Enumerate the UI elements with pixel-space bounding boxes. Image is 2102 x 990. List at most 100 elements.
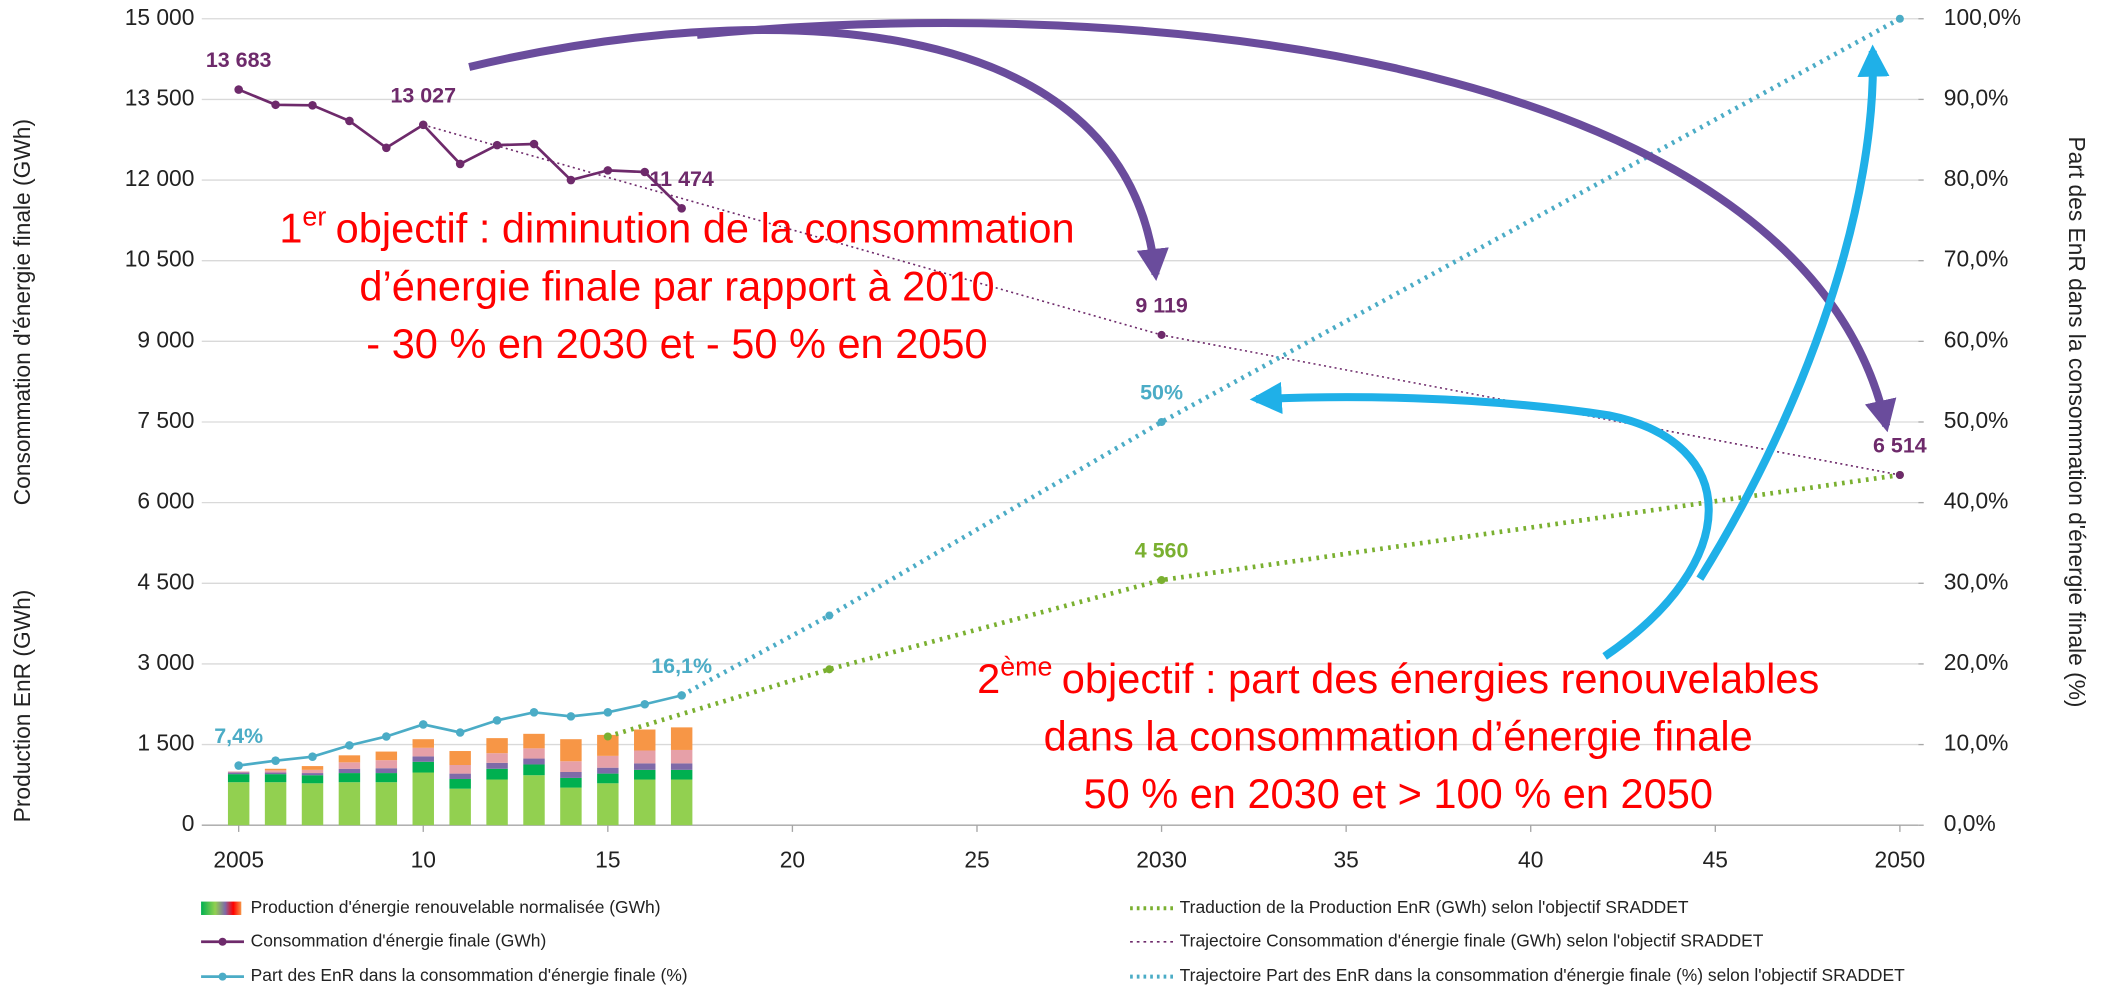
bar-segment [523, 758, 545, 765]
bar-segment [560, 787, 582, 826]
y2-tick-label: 90,0% [1944, 84, 2009, 110]
bar-segment [560, 771, 582, 778]
bar-segment [227, 782, 250, 826]
annotation-number: 1 [279, 205, 302, 252]
point [419, 120, 428, 129]
annotation-text: dans la consommation d’énergie finale [1044, 712, 1753, 759]
x-tick-label: 15 [595, 846, 620, 872]
bar-segment [412, 761, 434, 773]
y2-tick-label: 80,0% [1944, 165, 2009, 191]
bar-segment [301, 766, 324, 770]
point [566, 175, 576, 185]
y-tick-label: 15 000 [125, 4, 195, 30]
bar-segment [449, 765, 471, 774]
y2-tick-label: 10,0% [1944, 730, 2009, 756]
point [825, 611, 834, 620]
point [640, 167, 650, 177]
point [455, 728, 465, 737]
data-label: 4 560 [1135, 539, 1189, 563]
annotation-superscript: ème [1000, 652, 1052, 682]
bar-segment [412, 756, 434, 762]
bar-segment [264, 770, 287, 773]
bar-segment [338, 755, 361, 763]
annotation-text: d’énergie finale par rapport à 2010 [359, 262, 994, 309]
bar-segment [264, 782, 287, 826]
bar-segment [449, 778, 471, 789]
y2-tick-label: 0,0% [1944, 810, 1996, 836]
annotation-text: 2ème objectif : part des énergies renouve… [977, 652, 1819, 702]
bar-segment [375, 768, 398, 774]
bar-segment [670, 769, 693, 780]
bar-segment [375, 760, 398, 769]
point [603, 708, 613, 717]
bar-segment [597, 755, 619, 768]
bar-segment [375, 751, 398, 761]
bar-segment [486, 762, 508, 769]
point [345, 741, 354, 750]
bar-segment [449, 788, 471, 826]
annotation-line: - 30 % en 2030 et - 50 % en 2050 [366, 320, 987, 367]
x-tick-label: 2050 [1875, 846, 1926, 872]
bar-segment [227, 771, 250, 773]
x-tick-label: 2030 [1136, 846, 1187, 872]
legend-label: Consommation d'énergie finale (GWh) [251, 930, 547, 950]
point [677, 204, 686, 213]
legend-label: Trajectoire Consommation d'énergie final… [1180, 930, 1764, 950]
point [640, 699, 650, 709]
data-label: 9 119 [1135, 293, 1188, 317]
bar-segment [670, 779, 693, 826]
bar-segment [634, 779, 656, 826]
data-label: 11 474 [649, 167, 713, 191]
bar-segment [227, 774, 250, 783]
data-label: 13 027 [390, 83, 456, 107]
y-tick-label: 7 500 [137, 407, 194, 433]
bar-segment [338, 762, 361, 769]
bar-segment [670, 749, 693, 764]
point [308, 752, 317, 761]
point [492, 716, 502, 725]
x-tick-label: 40 [1518, 846, 1543, 872]
bar-segment [301, 769, 324, 774]
annotation-superscript: er [302, 201, 326, 231]
x-tick-label: 25 [964, 846, 989, 872]
bar-segment [597, 773, 619, 784]
bar-segment [301, 775, 324, 784]
legend: Production d'énergie renouvelable normal… [201, 897, 1905, 985]
y-tick-label: 4 500 [137, 568, 194, 594]
bar-segment [227, 772, 250, 775]
annotation-text: 1er objectif : diminution de la consommat… [279, 201, 1074, 251]
bar-segment [412, 739, 434, 748]
y-tick-label: 12 000 [125, 165, 195, 191]
bar-segment [560, 739, 582, 762]
point [1895, 470, 1904, 480]
bar-segment [486, 768, 508, 780]
point [234, 85, 243, 94]
bar-segment [670, 727, 693, 750]
point [529, 708, 539, 717]
bar-segment [264, 768, 287, 771]
point [455, 159, 465, 169]
y2-tick-label: 30,0% [1944, 568, 2009, 594]
bar-segment [264, 774, 287, 783]
data-label: 13 683 [206, 48, 272, 72]
point [603, 732, 612, 741]
data-label: 50% [1140, 381, 1183, 405]
legend-marker [218, 937, 227, 946]
point [271, 756, 280, 765]
y-axis-title: Production EnR (GWh) [9, 590, 35, 823]
annotations: 1er objectif : diminution de la consommat… [279, 201, 1819, 817]
y-tick-label: 1 500 [137, 730, 194, 756]
point [271, 100, 280, 110]
series-line [238, 88, 683, 210]
bar-segment [597, 734, 619, 756]
arrow [1249, 381, 1713, 660]
bar-segment [486, 779, 508, 826]
point [1157, 576, 1166, 585]
y-tick-label: 3 000 [137, 649, 194, 675]
point [825, 665, 834, 674]
point [529, 139, 539, 149]
bar-segment [634, 750, 656, 764]
bar-segment [560, 761, 582, 772]
arrow [1696, 44, 1890, 581]
